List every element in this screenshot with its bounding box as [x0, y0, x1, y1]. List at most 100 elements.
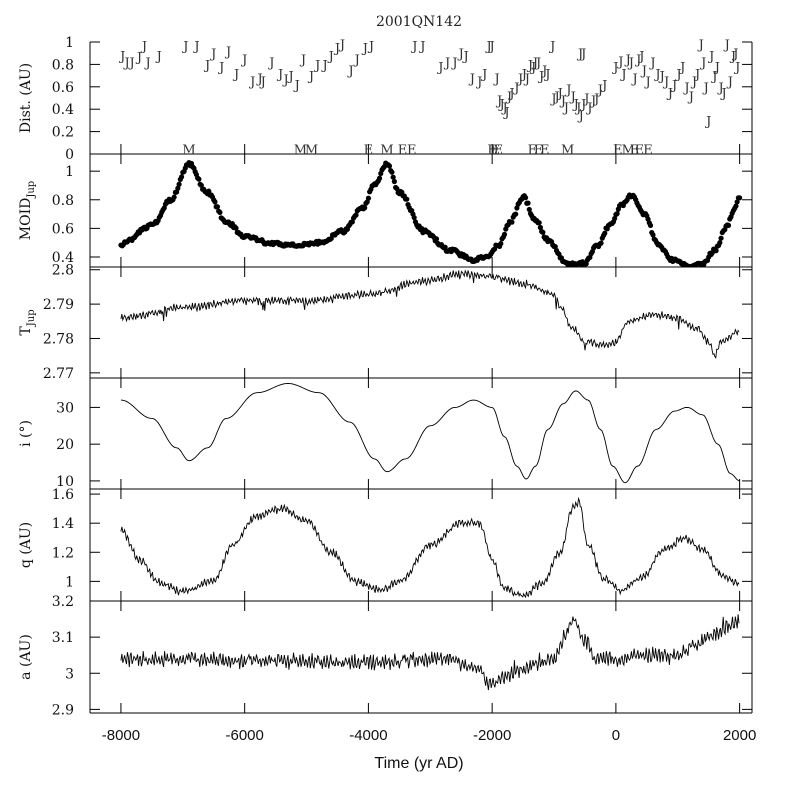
y-tick-label: 0.2 — [52, 125, 74, 141]
plot-area — [120, 269, 740, 359]
jupiter-encounter-marker: J — [574, 101, 581, 116]
moid-point — [198, 182, 204, 188]
jupiter-encounter-marker: J — [564, 83, 571, 98]
plot-area — [118, 159, 743, 267]
jupiter-encounter-marker: J — [484, 39, 491, 54]
jupiter-encounter-marker: J — [307, 70, 314, 85]
jupiter-encounter-marker: J — [662, 75, 669, 90]
y-axis-label: i (°) — [18, 420, 34, 447]
jupiter-encounter-marker: J — [256, 72, 263, 87]
jupiter-encounter-marker: J — [627, 56, 634, 71]
x-tick-label: -4000 — [349, 727, 387, 744]
y-tick-label: 0.8 — [52, 193, 74, 209]
moid-point — [386, 163, 393, 169]
jupiter-encounter-marker: J — [436, 61, 443, 76]
moid-point — [233, 225, 239, 231]
jupiter-encounter-marker: J — [716, 81, 723, 96]
moid-point — [536, 220, 542, 226]
planet-encounter-marker: E — [487, 143, 497, 158]
jupiter-encounter-marker: J — [611, 61, 618, 76]
jupiter-encounter-marker: J — [577, 109, 584, 124]
planet-encounter-marker: E — [613, 143, 623, 158]
jupiter-encounter-marker: J — [579, 98, 586, 113]
y-tick-label: 1 — [65, 574, 74, 590]
jupiter-encounter-marker: J — [118, 49, 125, 64]
jupiter-encounter-marker: J — [697, 38, 704, 53]
moid-point — [176, 181, 182, 187]
jupiter-encounter-marker: J — [572, 98, 579, 113]
jupiter-encounter-marker: J — [702, 81, 709, 96]
planet-encounter-marker: E — [643, 143, 653, 158]
planet-encounter-marker: M — [294, 143, 307, 158]
jupiter-encounter-marker: J — [505, 90, 512, 105]
jupiter-encounter-marker: J — [643, 75, 650, 90]
y-tick-label: 2.79 — [43, 297, 74, 313]
jupiter-encounter-marker: J — [630, 72, 637, 87]
moid-point — [178, 174, 185, 180]
a-series-line — [120, 614, 740, 691]
jupiter-encounter-marker: J — [548, 39, 555, 54]
jupiter-encounter-marker: J — [501, 101, 508, 116]
jupiter-encounter-marker: J — [707, 49, 714, 64]
moid-point — [501, 231, 508, 237]
planet-encounter-marker: E — [540, 143, 550, 158]
jupiter-encounter-marker: J — [559, 94, 566, 109]
jupiter-encounter-marker: J — [240, 53, 247, 68]
planet-encounter-marker: M — [305, 143, 318, 158]
jupiter-encounter-marker: J — [286, 70, 293, 85]
jupiter-encounter-marker: J — [653, 67, 660, 82]
jupiter-encounter-marker: J — [516, 72, 523, 87]
y-tick-label: 0.8 — [52, 57, 74, 73]
moid-point — [390, 174, 396, 180]
planet-encounter-marker: E — [494, 143, 504, 158]
jupiter-encounter-marker: J — [600, 79, 607, 94]
jupiter-encounter-marker: J — [144, 56, 151, 71]
y-tick-label: 1.6 — [52, 487, 74, 503]
jupiter-encounter-marker: J — [224, 45, 231, 60]
moid-point — [526, 206, 532, 213]
jupiter-encounter-marker: J — [619, 67, 626, 82]
moid-point — [647, 222, 654, 229]
planet-encounter-marker: E — [534, 143, 544, 158]
jupiter-encounter-marker: J — [616, 55, 623, 70]
y-tick-label: 10 — [56, 474, 74, 490]
planet-encounter-marker: E — [364, 143, 374, 158]
chart-title: 2001QN142 — [376, 14, 462, 30]
jupiter-encounter-marker: J — [710, 70, 717, 85]
jupiter-encounter-marker: J — [543, 67, 550, 82]
jupiter-encounter-marker: J — [523, 72, 530, 87]
moid-point — [175, 185, 181, 191]
jupiter-encounter-marker: J — [704, 114, 711, 129]
jupiter-encounter-marker: J — [553, 90, 560, 105]
jupiter-encounter-marker: J — [634, 53, 641, 68]
jupiter-encounter-marker: J — [731, 47, 738, 62]
jupiter-encounter-marker: J — [232, 67, 239, 82]
q-series-line — [120, 496, 740, 599]
moid-point — [509, 219, 515, 225]
jupiter-encounter-marker: J — [562, 101, 569, 116]
y-axis-label: MOIDJup — [18, 181, 37, 240]
jupiter-encounter-marker: J — [203, 58, 210, 73]
y-tick-label: 20 — [56, 437, 74, 453]
jupiter-encounter-marker: J — [497, 98, 504, 113]
jupiter-encounter-marker: J — [549, 92, 556, 107]
x-tick-label: -8000 — [102, 727, 140, 744]
jupiter-encounter-marker: J — [443, 56, 450, 71]
moid-point — [737, 195, 743, 201]
x-tick-label: -6000 — [225, 727, 263, 744]
planet-encounter-marker: E — [407, 143, 417, 158]
planet-encounter-marker: M — [182, 143, 195, 158]
jupiter-encounter-marker: J — [181, 39, 188, 54]
jupiter-encounter-marker: J — [579, 47, 586, 62]
x-tick-label: -2000 — [473, 727, 511, 744]
jupiter-encounter-marker: J — [507, 86, 514, 101]
y-tick-label: 0.4 — [52, 102, 74, 118]
y-axis-label: TJup — [18, 309, 37, 335]
y-tick-label: 0.6 — [52, 221, 74, 237]
jupiter-encounter-marker: J — [450, 56, 457, 71]
y-tick-label: 1.4 — [52, 516, 74, 532]
jupiter-encounter-marker: J — [534, 56, 541, 71]
moid-point — [718, 235, 724, 241]
planet-encounter-marker: E — [635, 143, 645, 158]
jupiter-encounter-marker: J — [282, 73, 289, 88]
